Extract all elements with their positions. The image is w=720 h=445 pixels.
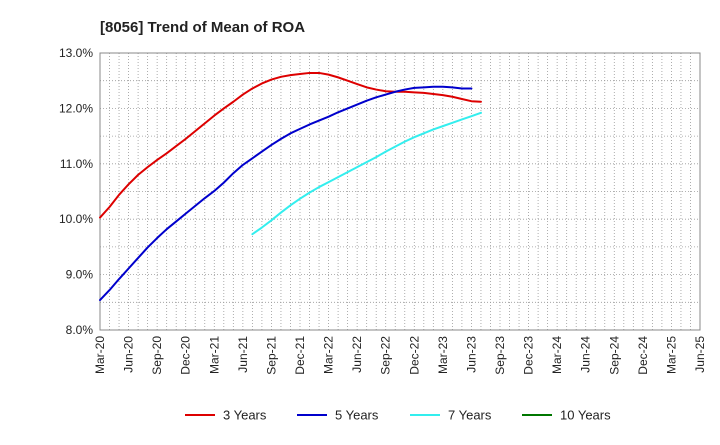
series-line-7-years	[251, 111, 482, 236]
x-tick-label: Mar-23	[436, 336, 450, 374]
x-tick-label: Sep-21	[264, 336, 278, 375]
plot-frame	[99, 52, 701, 331]
x-tick-label: Sep-23	[493, 336, 507, 375]
series-layer	[99, 71, 482, 302]
series-line-3-years	[99, 71, 482, 219]
x-tick-label: Mar-25	[664, 336, 678, 374]
x-tick-label: Jun-23	[464, 336, 478, 373]
legend-label-10-years: 10 Years	[560, 408, 611, 423]
x-tick-label: Jun-24	[579, 336, 593, 373]
y-tick-label: 11.0%	[60, 157, 93, 171]
x-tick-label: Sep-24	[607, 336, 621, 375]
x-tick-label: Dec-22	[407, 336, 421, 375]
x-tick-label: Dec-21	[293, 336, 307, 375]
x-tick-label: Sep-22	[379, 336, 393, 375]
x-tick-label: Jun-21	[236, 336, 250, 373]
x-tick-label: Dec-20	[179, 336, 193, 375]
grid-layer	[100, 53, 700, 330]
y-tick-label: 13.0%	[59, 46, 93, 60]
x-tick-label: Dec-24	[636, 336, 650, 375]
legend: 3 Years 5 Years 7 Years 10 Years	[185, 408, 611, 423]
x-tick-label: Mar-22	[322, 336, 336, 374]
x-tick-label: Jun-20	[122, 336, 136, 373]
x-tick-label: Mar-24	[550, 336, 564, 374]
legend-label-5-years: 5 Years	[335, 408, 379, 423]
y-tick-label: 8.0%	[66, 323, 94, 337]
x-tick-label: Mar-20	[93, 336, 107, 374]
x-tick-label: Jun-22	[350, 336, 364, 373]
y-tick-label: 9.0%	[66, 268, 94, 282]
x-tick-label: Sep-20	[150, 336, 164, 375]
series-line-5-years	[99, 85, 473, 302]
legend-label-3-years: 3 Years	[223, 408, 267, 423]
x-tick-label: Mar-21	[207, 336, 221, 374]
axis-layer: 8.0% 9.0% 10.0% 11.0% 12.0% 13.0% Mar-20 Jun-20…	[59, 46, 707, 375]
y-tick-label: 12.0%	[59, 101, 93, 115]
x-tick-label: Dec-23	[522, 336, 536, 375]
y-tick-label: 10.0%	[59, 212, 93, 226]
x-tick-label: Jun-25	[693, 336, 707, 373]
chart-title: [8056] Trend of Mean of ROA	[100, 19, 305, 36]
legend-label-7-years: 7 Years	[448, 408, 492, 423]
